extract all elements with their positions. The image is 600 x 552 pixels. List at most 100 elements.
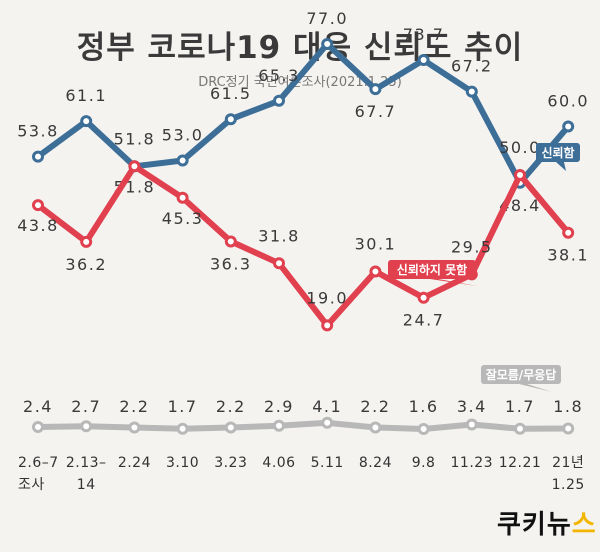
data-point [369, 83, 382, 96]
x-tick-label: 3.10 [166, 455, 199, 471]
data-point [465, 418, 478, 431]
legend-tag-0: 신뢰함 [536, 143, 580, 171]
data-label: 4.1 [312, 397, 342, 416]
data-label: 51.8 [114, 129, 156, 148]
data-point [32, 421, 44, 433]
data-label: 45.3 [162, 209, 204, 228]
legend-tag-box [388, 260, 476, 279]
data-point [80, 420, 93, 433]
data-label: 2.2 [119, 397, 149, 416]
data-point [176, 191, 189, 204]
data-label: 29.5 [451, 237, 493, 256]
data-label: 50.0 [499, 138, 541, 157]
data-label: 38.1 [547, 246, 589, 265]
x-tick-label: 12.21 [499, 455, 542, 471]
data-point [32, 199, 44, 212]
logo-accent-text: 스 [571, 510, 597, 540]
x-tick-label: 5.11 [311, 455, 344, 471]
data-point [369, 265, 382, 278]
legend-tag-label: 신뢰하지 못함 [397, 262, 467, 277]
data-point [224, 235, 237, 248]
x-tick-label: 4.06 [262, 455, 295, 471]
data-point [514, 169, 526, 181]
legend-tag-pointer [556, 162, 566, 171]
series-line [35, 163, 572, 329]
data-label: 60.0 [547, 92, 589, 111]
data-point [80, 115, 93, 128]
data-label: 19.0 [306, 288, 348, 307]
data-point [417, 423, 430, 435]
data-point [562, 120, 575, 133]
data-label: 1.7 [505, 397, 535, 416]
data-point [417, 54, 430, 67]
x-tick-label: 14 [77, 477, 96, 493]
data-label: 61.5 [210, 84, 252, 103]
data-label: 30.1 [355, 235, 397, 254]
data-point [465, 85, 478, 98]
data-label: 36.3 [210, 254, 252, 273]
x-tick-label: 3.23 [214, 455, 247, 471]
data-point [514, 422, 526, 435]
data-point [562, 422, 575, 435]
legend-tag-label: 잘모름/무응답 [486, 367, 557, 382]
data-point [224, 421, 237, 434]
data-label: 43.8 [17, 216, 59, 235]
x-tick-label: 9.8 [412, 455, 436, 471]
publisher-logo: 쿠키뉴스 [497, 504, 597, 541]
series-line [35, 41, 572, 186]
legend-tag-label: 신뢰함 [541, 145, 574, 160]
x-tick-label: 11.23 [451, 455, 494, 471]
data-point [562, 226, 575, 239]
data-label: 65.3 [258, 66, 300, 85]
data-label: 2.2 [360, 397, 390, 416]
data-label: 31.8 [258, 226, 300, 245]
logo-main-text: 쿠키뉴 [497, 510, 572, 540]
data-label: 2.2 [216, 397, 246, 416]
legend-tag-1: 신뢰하지 못함 [388, 260, 477, 286]
x-tick-label: 조사 [18, 477, 45, 493]
legend-tag-box [536, 143, 580, 162]
chart-subtitle: DRC정기 국민여론조사(2021.1.25) [198, 75, 402, 90]
chart-title: 정부 코로나19 대응 신뢰도 추이 [76, 30, 524, 66]
series-1: 43.8 36.2 51.8 45.3 36.3 31.8 19.0 30.1 24.7 29.5… [17, 129, 589, 332]
data-point [128, 421, 141, 434]
data-label: 61.1 [65, 86, 107, 105]
data-point [176, 422, 189, 435]
data-point [273, 94, 285, 107]
data-label: 67.2 [451, 57, 493, 76]
series-2: 2.4 2.7 2.2 1.7 2.2 2.9 4.1 2.2 1.6 3.4 1.7 1.8 [23, 397, 583, 435]
legend-tag-2: 잘모름/무응답 [481, 365, 561, 392]
data-label: 2.7 [71, 397, 101, 416]
x-tick-label: 2.13– [66, 455, 107, 471]
legend-tag-pointer [519, 384, 552, 392]
data-point [80, 235, 93, 248]
legend-tag-box [481, 365, 561, 384]
x-tick-label: 1.25 [552, 477, 585, 493]
data-label: 24.7 [403, 311, 445, 330]
series-line [35, 419, 572, 432]
data-point [32, 150, 44, 163]
legend-tag-pointer [430, 279, 477, 286]
x-tick-label: 8.24 [359, 455, 392, 471]
data-point [417, 291, 430, 304]
data-point [176, 154, 189, 167]
x-tick-label: 2.6–7 [18, 455, 59, 471]
x-tick-label: 2.24 [118, 455, 151, 471]
data-label: 1.6 [409, 397, 439, 416]
data-label: 73.7 [403, 25, 445, 44]
data-label: 36.2 [65, 255, 107, 274]
data-point [321, 416, 334, 429]
data-label: 2.4 [23, 397, 53, 416]
data-point [273, 419, 285, 432]
data-label: 3.4 [457, 397, 487, 416]
data-point [224, 113, 237, 126]
data-point [273, 257, 285, 270]
data-point [369, 421, 382, 434]
data-point [128, 160, 141, 173]
data-label: 1.8 [553, 397, 583, 416]
data-label: 53.8 [17, 122, 59, 141]
data-label: 77.0 [306, 9, 348, 28]
data-point [321, 319, 334, 332]
data-label: 53.0 [162, 125, 204, 144]
